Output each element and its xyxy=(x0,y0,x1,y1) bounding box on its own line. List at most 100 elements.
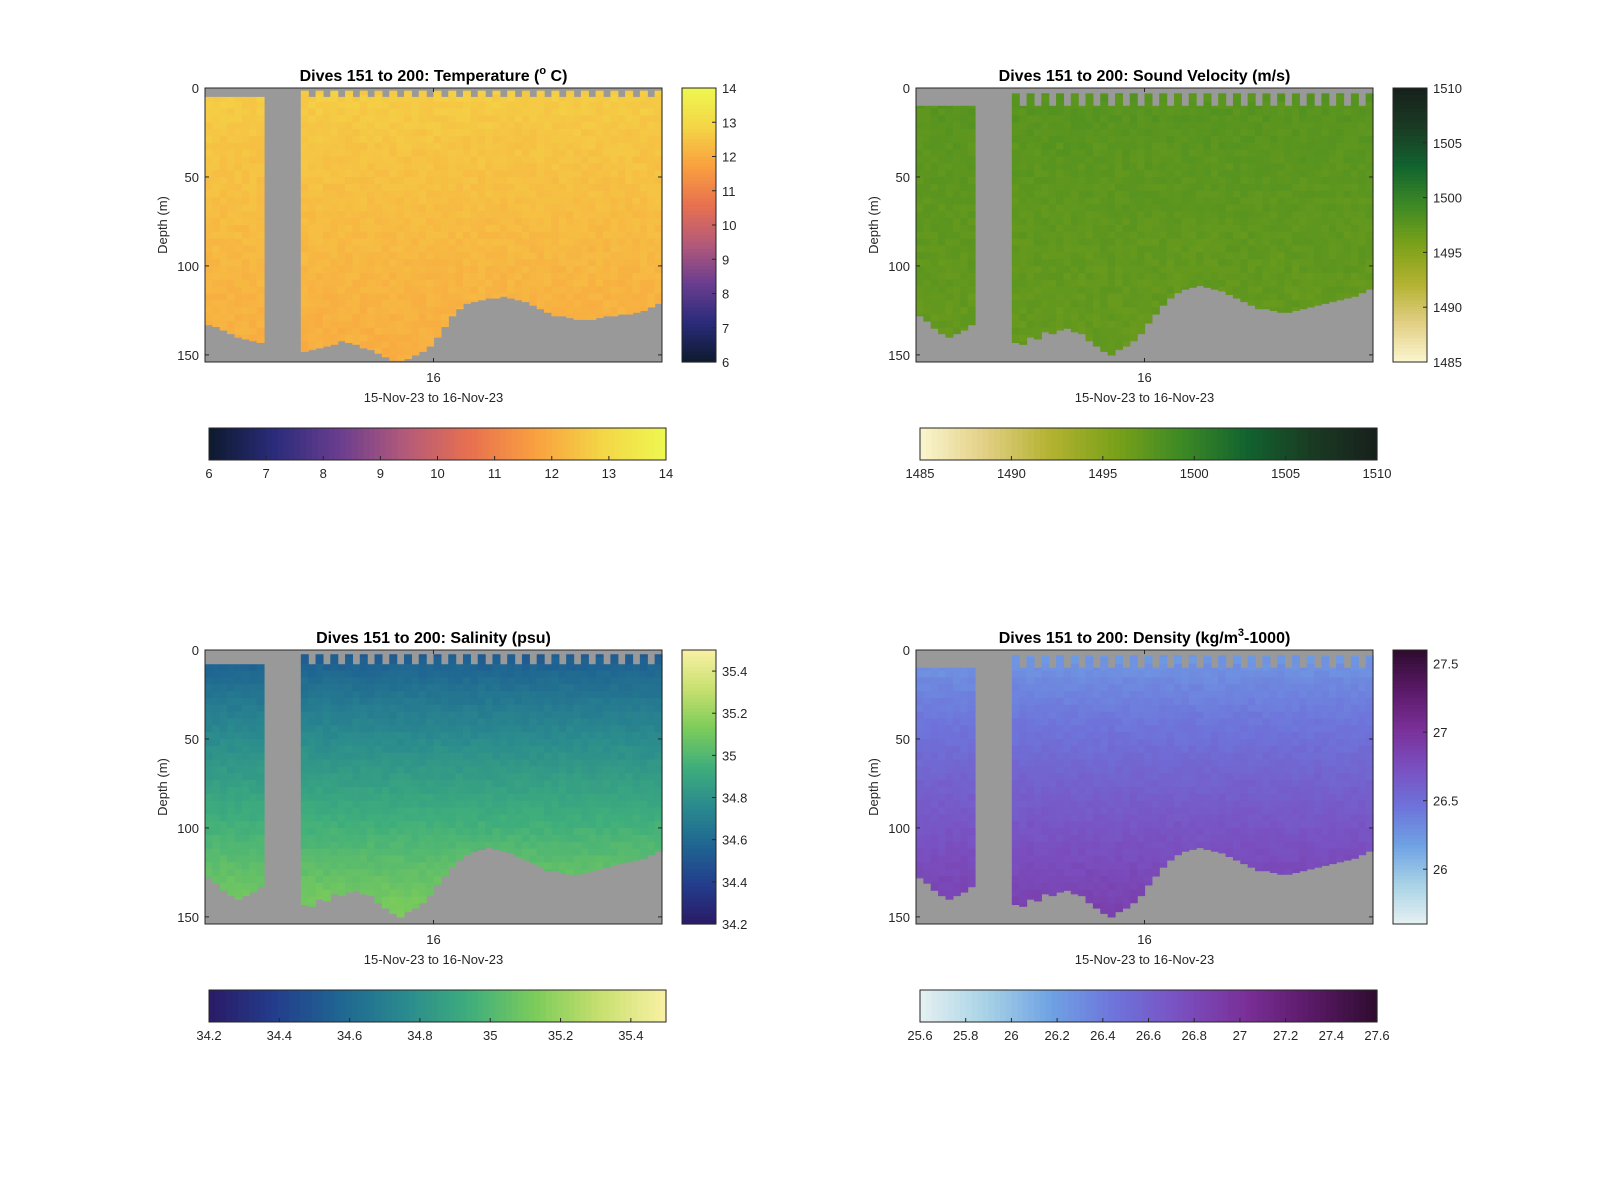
heatmap-cell xyxy=(1019,190,1028,199)
heatmap-cell xyxy=(551,272,560,281)
heatmap-cell xyxy=(433,135,442,144)
heatmap-cell xyxy=(1041,259,1050,267)
heatmap-cell xyxy=(1299,307,1308,310)
heatmap-cell xyxy=(1232,129,1241,137)
heatmap-cell xyxy=(249,300,258,308)
heatmap-cell xyxy=(322,300,331,308)
heatmap-cell xyxy=(499,101,508,110)
heatmap-cell xyxy=(300,697,309,706)
heatmap-cell xyxy=(507,163,516,171)
heatmap-cell xyxy=(1100,252,1109,260)
heatmap-cell xyxy=(241,766,250,774)
heatmap-cell xyxy=(1240,272,1249,281)
heatmap-cell xyxy=(1262,177,1271,185)
heatmap-cell xyxy=(1321,177,1330,185)
heatmap-cell xyxy=(337,780,346,788)
heatmap-cell xyxy=(595,300,604,308)
heatmap-cell xyxy=(389,272,398,281)
colorbar-segment xyxy=(1393,108,1427,113)
heatmap-cell xyxy=(1144,197,1153,206)
heatmap-cell xyxy=(249,677,258,685)
heatmap-cell xyxy=(433,327,442,336)
heatmap-cell xyxy=(938,245,947,253)
heatmap-cell xyxy=(529,231,538,240)
heatmap-cell xyxy=(1026,94,1035,103)
heatmap-cell xyxy=(322,225,331,233)
heatmap-cell xyxy=(352,752,361,761)
heatmap-cell xyxy=(1144,320,1153,324)
heatmap-cell xyxy=(418,122,427,130)
heatmap-cell xyxy=(352,677,361,685)
heatmap-cell xyxy=(967,183,976,192)
heatmap-cell xyxy=(1328,163,1337,171)
heatmap-cell xyxy=(219,259,228,267)
heatmap-cell xyxy=(374,848,383,857)
heatmap-cell xyxy=(1144,115,1153,123)
heatmap-cell xyxy=(345,841,354,850)
heatmap-cell xyxy=(234,889,243,898)
heatmap-cell xyxy=(396,101,405,110)
heatmap-cell xyxy=(249,218,258,226)
heatmap-cell xyxy=(544,204,553,212)
heatmap-cell xyxy=(1291,204,1300,212)
heatmap-cell xyxy=(219,142,228,151)
heatmap-cell xyxy=(1166,286,1175,295)
heatmap-cell xyxy=(1056,252,1065,260)
colorbar-segment xyxy=(682,197,716,202)
heatmap-cell xyxy=(404,163,412,171)
heatmap-cell xyxy=(1232,266,1241,274)
heatmap-cell xyxy=(1255,259,1264,267)
heatmap-cell xyxy=(1019,163,1028,171)
heatmap-cell xyxy=(1107,245,1116,253)
heatmap-cell xyxy=(1262,190,1271,199)
heatmap-cell xyxy=(654,266,663,274)
chart-title: Dives 151 to 200: Sound Velocity (m/s) xyxy=(999,68,1291,85)
colorbar-segment xyxy=(1393,118,1427,123)
heatmap-cell xyxy=(1181,183,1190,192)
colorbar-segment xyxy=(682,94,716,99)
heatmap-cell xyxy=(381,177,390,185)
heatmap-cell xyxy=(1343,218,1352,226)
heatmap-cell xyxy=(374,266,383,274)
heatmap-cell xyxy=(1350,156,1359,164)
heatmap-cell xyxy=(595,101,604,110)
heatmap-cell xyxy=(308,225,317,233)
heatmap-cell xyxy=(1225,142,1234,151)
heatmap-cell xyxy=(1365,142,1374,151)
heatmap-cell xyxy=(930,108,939,116)
heatmap-cell xyxy=(345,773,354,781)
heatmap-cell xyxy=(256,238,265,247)
y-tick-label: 0 xyxy=(192,81,199,96)
heatmap-cell xyxy=(462,149,471,158)
heatmap-cell xyxy=(1041,190,1050,199)
heatmap-cell xyxy=(381,334,390,343)
heatmap-cell xyxy=(1365,135,1374,144)
heatmap-cell xyxy=(938,190,947,199)
heatmap-cell xyxy=(477,190,486,199)
heatmap-cell xyxy=(227,787,236,795)
heatmap-cell xyxy=(1092,218,1101,226)
heatmap-cell xyxy=(300,197,309,206)
heatmap-cell xyxy=(1173,101,1182,110)
heatmap-cell xyxy=(300,787,309,795)
heatmap-cell xyxy=(580,300,589,308)
heatmap-cell xyxy=(300,142,309,151)
heatmap-cell xyxy=(1144,170,1153,178)
heatmap-cell xyxy=(485,170,494,178)
heatmap-cell xyxy=(227,96,236,103)
heatmap-cell xyxy=(212,773,221,781)
heatmap-cell xyxy=(1122,279,1131,288)
heatmap-cell xyxy=(337,773,346,781)
heatmap-cell xyxy=(426,129,435,137)
heatmap-cell xyxy=(212,300,221,308)
heatmap-cell xyxy=(632,108,641,116)
heatmap-cell xyxy=(345,149,354,158)
heatmap-cell xyxy=(352,183,361,192)
heatmap-cell xyxy=(1188,279,1197,288)
heatmap-cell xyxy=(566,94,575,103)
heatmap-cell xyxy=(573,142,582,151)
heatmap-cell xyxy=(404,272,412,281)
heatmap-cell xyxy=(1173,238,1182,247)
heatmap-cell xyxy=(1166,211,1175,219)
heatmap-cell xyxy=(960,307,969,315)
